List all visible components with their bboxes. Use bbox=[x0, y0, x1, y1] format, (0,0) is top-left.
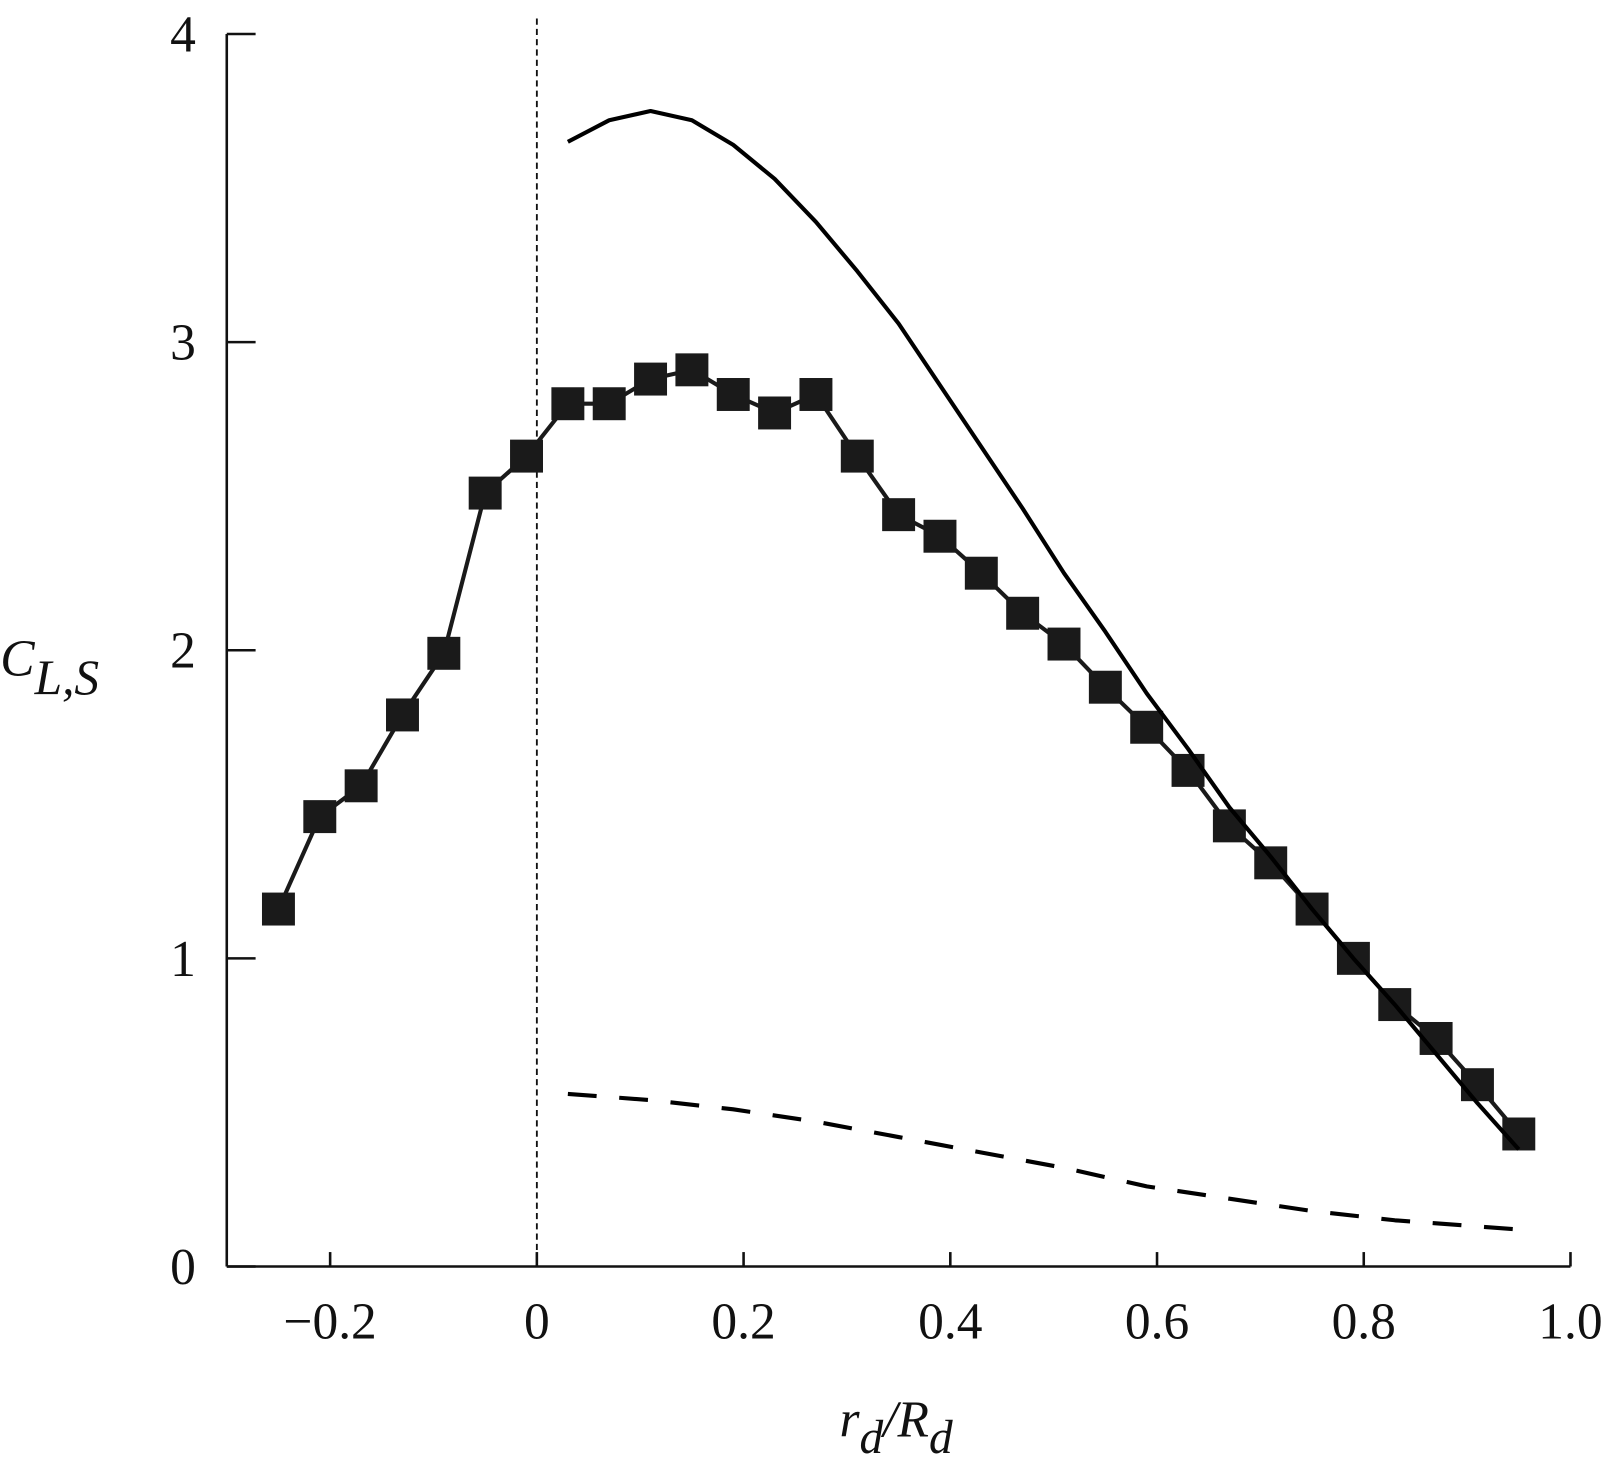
marker bbox=[840, 439, 874, 473]
marker bbox=[1130, 710, 1164, 744]
x-label-part: r bbox=[839, 1391, 860, 1448]
marker bbox=[551, 387, 585, 421]
series-line bbox=[566, 108, 1521, 1151]
y-label-base: C bbox=[0, 630, 35, 687]
marker bbox=[716, 378, 750, 411]
marker bbox=[758, 396, 792, 430]
marker bbox=[799, 378, 833, 411]
y-tick-label: 2 bbox=[170, 623, 196, 680]
marker bbox=[675, 353, 709, 387]
marker bbox=[634, 362, 668, 396]
x-tick-label: 0.8 bbox=[1332, 1294, 1396, 1351]
marker bbox=[427, 636, 461, 670]
x-tick-label: 1.0 bbox=[1538, 1294, 1602, 1351]
marker bbox=[1212, 809, 1246, 843]
x-tick-label: −0.2 bbox=[283, 1294, 376, 1351]
marker bbox=[923, 519, 957, 553]
y-label-sub: L,S bbox=[34, 650, 100, 705]
x-tick-label: 0.2 bbox=[711, 1294, 775, 1351]
marker bbox=[964, 556, 998, 590]
marker bbox=[1171, 753, 1205, 787]
y-tick-label: 0 bbox=[170, 1239, 196, 1296]
marker bbox=[1006, 596, 1040, 630]
y-tick-label: 1 bbox=[170, 931, 196, 988]
x-axis-label: rd/Rd bbox=[839, 1391, 952, 1458]
x-label-part: / bbox=[880, 1391, 902, 1448]
x-tick-label: 0 bbox=[524, 1294, 550, 1351]
marker bbox=[468, 476, 502, 510]
x-tick-label: 0.4 bbox=[918, 1294, 982, 1351]
marker bbox=[882, 498, 916, 532]
marker bbox=[1460, 1068, 1494, 1102]
marker bbox=[592, 387, 626, 421]
x-label-part: R bbox=[896, 1391, 928, 1448]
marker bbox=[1088, 670, 1122, 704]
x-tick-label: 0.6 bbox=[1125, 1294, 1189, 1351]
y-axis-label: CL,S bbox=[0, 630, 99, 705]
series-line bbox=[567, 1091, 1519, 1232]
marker bbox=[510, 439, 543, 473]
marker bbox=[1502, 1117, 1536, 1151]
marker bbox=[344, 769, 378, 803]
y-tick-label: 3 bbox=[170, 315, 196, 372]
x-label-sub: d bbox=[929, 1412, 953, 1458]
x-label-sub: d bbox=[859, 1412, 883, 1458]
marker bbox=[386, 698, 419, 732]
y-tick-label: 4 bbox=[170, 6, 196, 63]
marker bbox=[303, 800, 337, 834]
marker bbox=[261, 892, 295, 926]
series-line bbox=[276, 367, 1521, 1136]
marker bbox=[1047, 627, 1081, 661]
